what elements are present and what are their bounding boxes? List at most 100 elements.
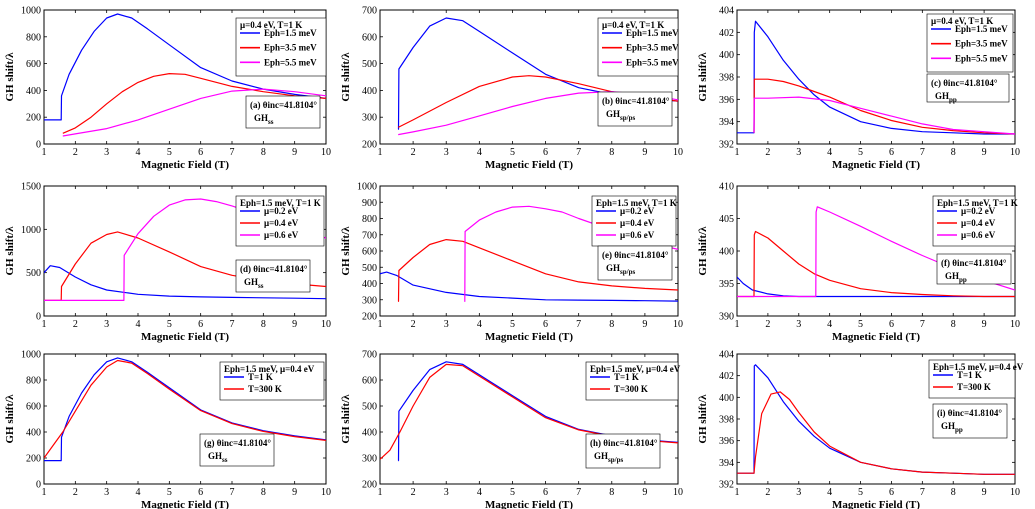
x-tick-label: 5 xyxy=(167,147,172,158)
x-tick-label: 5 xyxy=(510,319,515,330)
legend-box xyxy=(585,361,679,401)
series-line-c-0 xyxy=(737,20,1015,135)
legend-entry: Eph=1.5 meV xyxy=(264,28,317,38)
y-tick-label: 392 xyxy=(719,140,734,151)
panel-annotation: (e) θinc=41.8104° GHsp/ps xyxy=(597,245,673,281)
x-tick-label: 2 xyxy=(411,147,416,158)
x-tick-label: 5 xyxy=(858,147,863,158)
y-axis-label: GH shift/λ xyxy=(697,394,709,444)
legend-box xyxy=(932,195,1016,247)
x-tick-label: 1 xyxy=(42,487,47,498)
panel-i: 1 2 3 4 5 6 7 8 9 10 392 394 396 398 400 402 404 Magnetic… xyxy=(697,350,1024,509)
x-tick-label: 3 xyxy=(444,487,449,498)
series-line-g-1 xyxy=(44,359,326,459)
legend-title: Eph=1.5 meV, μ=0.4 eV xyxy=(933,362,1024,372)
y-tick-label: 700 xyxy=(362,6,377,17)
panel-a: 1 2 3 4 5 6 7 8 9 10 0 200 400 600 800 1000 Magnetic Fie… xyxy=(4,6,331,172)
y-tick-label: 800 xyxy=(26,32,41,43)
y-tick-label: 1500 xyxy=(21,182,41,193)
series-line-a-1 xyxy=(62,72,326,134)
legend-entry: T=1 K xyxy=(957,370,982,380)
x-tick-label: 8 xyxy=(951,319,956,330)
y-tick-label: 300 xyxy=(362,295,377,306)
x-tick-label: 4 xyxy=(827,487,832,498)
y-tick-label: 500 xyxy=(362,59,377,70)
x-tick-label: 6 xyxy=(198,319,203,330)
y-axis-label: GH shift/λ xyxy=(340,52,352,102)
x-tick-label: 9 xyxy=(642,487,647,498)
panel-c: 1 2 3 4 5 6 7 8 9 10 392 394 396 398 400 402 404 Magnetic… xyxy=(697,6,1020,172)
annotation-angle: (a) θinc=41.8104° xyxy=(250,100,317,110)
y-tick-label: 200 xyxy=(362,480,377,491)
legend-entry: μ=0.2 eV xyxy=(620,206,655,216)
y-axis-label: GH shift/λ xyxy=(697,52,709,102)
annotation-name: GHss xyxy=(254,113,274,126)
y-tick-label: 600 xyxy=(26,59,41,70)
legend-title: μ=0.4 eV, T=1 K xyxy=(931,16,993,26)
annotation-box xyxy=(932,403,1008,439)
x-axis-label: Magnetic Field (T) xyxy=(832,159,920,171)
legend-entry: Eph=3.5 meV xyxy=(264,43,317,53)
annotation-box xyxy=(199,433,275,467)
annotation-box xyxy=(245,95,321,129)
x-tick-label: 7 xyxy=(576,147,581,158)
y-tick-label: 200 xyxy=(362,312,377,323)
x-tick-label: 7 xyxy=(920,147,925,158)
annotation-angle: (d) θinc=41.8104° xyxy=(240,264,308,274)
annotation-name: GHsp/ps xyxy=(606,109,635,122)
plot-frame xyxy=(43,185,327,317)
x-tick-label: 1 xyxy=(42,147,47,158)
legend-entry: Eph=1.5 meV xyxy=(955,24,1008,34)
x-tick-label: 4 xyxy=(136,147,141,158)
y-tick-label: 402 xyxy=(719,28,734,39)
x-tick-label: 3 xyxy=(796,487,801,498)
y-tick-label: 400 xyxy=(362,279,377,290)
series-line-e-0 xyxy=(380,271,678,302)
y-tick-label: 400 xyxy=(719,247,734,258)
x-tick-label: 4 xyxy=(136,319,141,330)
legend-entry: μ=0.4 eV xyxy=(620,218,655,228)
x-tick-label: 2 xyxy=(73,147,78,158)
legend-entry: T=300 K xyxy=(957,382,991,392)
x-tick-label: 1 xyxy=(378,487,383,498)
legend-entry: T=1 K xyxy=(614,372,639,382)
legend: Eph=1.5 meV, T=1 Kμ=0.2 eV μ=0.4 eV μ=0.6 … xyxy=(591,195,677,247)
x-tick-label: 3 xyxy=(444,147,449,158)
x-tick-label: 10 xyxy=(1010,319,1020,330)
annotation-name: GHpp xyxy=(941,421,963,434)
y-tick-label: 1000 xyxy=(21,350,41,361)
series-line-a-0 xyxy=(44,13,326,121)
series-line-a-2 xyxy=(62,88,326,137)
annotation-angle: (g) θinc=41.8104° xyxy=(204,438,271,448)
legend-entry: Eph=5.5 meV xyxy=(626,57,679,67)
x-axis-label: Magnetic Field (T) xyxy=(141,331,229,343)
legend-entry: T=300 K xyxy=(614,384,648,394)
x-tick-label: 6 xyxy=(543,487,548,498)
x-tick-label: 7 xyxy=(576,487,581,498)
panel-e: 1 2 3 4 5 6 7 8 9 10 200 300 400 500 600 700 800 900 1000 M… xyxy=(340,182,683,344)
y-tick-label: 400 xyxy=(719,393,734,404)
x-tick-label: 10 xyxy=(1010,487,1020,498)
y-tick-label: 396 xyxy=(719,95,734,106)
annotation-angle: (h) θinc=41.8104° xyxy=(590,438,658,448)
x-axis-label: Magnetic Field (T) xyxy=(485,331,573,343)
panel-h: 1 2 3 4 5 6 7 8 9 10 200 300 400 500 600 700 Magnetic Fi… xyxy=(340,350,683,509)
annotation-box xyxy=(235,259,311,293)
x-tick-label: 8 xyxy=(951,487,956,498)
annotation-angle: (i) θinc=41.8104° xyxy=(937,408,1002,418)
annotation-box xyxy=(936,253,1012,285)
y-tick-label: 0 xyxy=(36,312,41,323)
x-axis-label: Magnetic Field (T) xyxy=(141,499,229,509)
annotation-box xyxy=(585,433,661,469)
y-tick-label: 394 xyxy=(719,458,734,469)
legend-box xyxy=(591,195,677,247)
x-tick-label: 9 xyxy=(642,319,647,330)
x-tick-label: 1 xyxy=(735,147,740,158)
series-line-e-1 xyxy=(397,239,678,302)
x-axis-label: Magnetic Field (T) xyxy=(832,331,920,343)
panel-f: 1 2 3 4 5 6 7 8 9 10 390 395 400 405 410 Magnetic Field… xyxy=(697,182,1020,344)
legend-box xyxy=(219,361,325,401)
annotation-angle: (c) θinc=41.8104° xyxy=(931,78,998,88)
